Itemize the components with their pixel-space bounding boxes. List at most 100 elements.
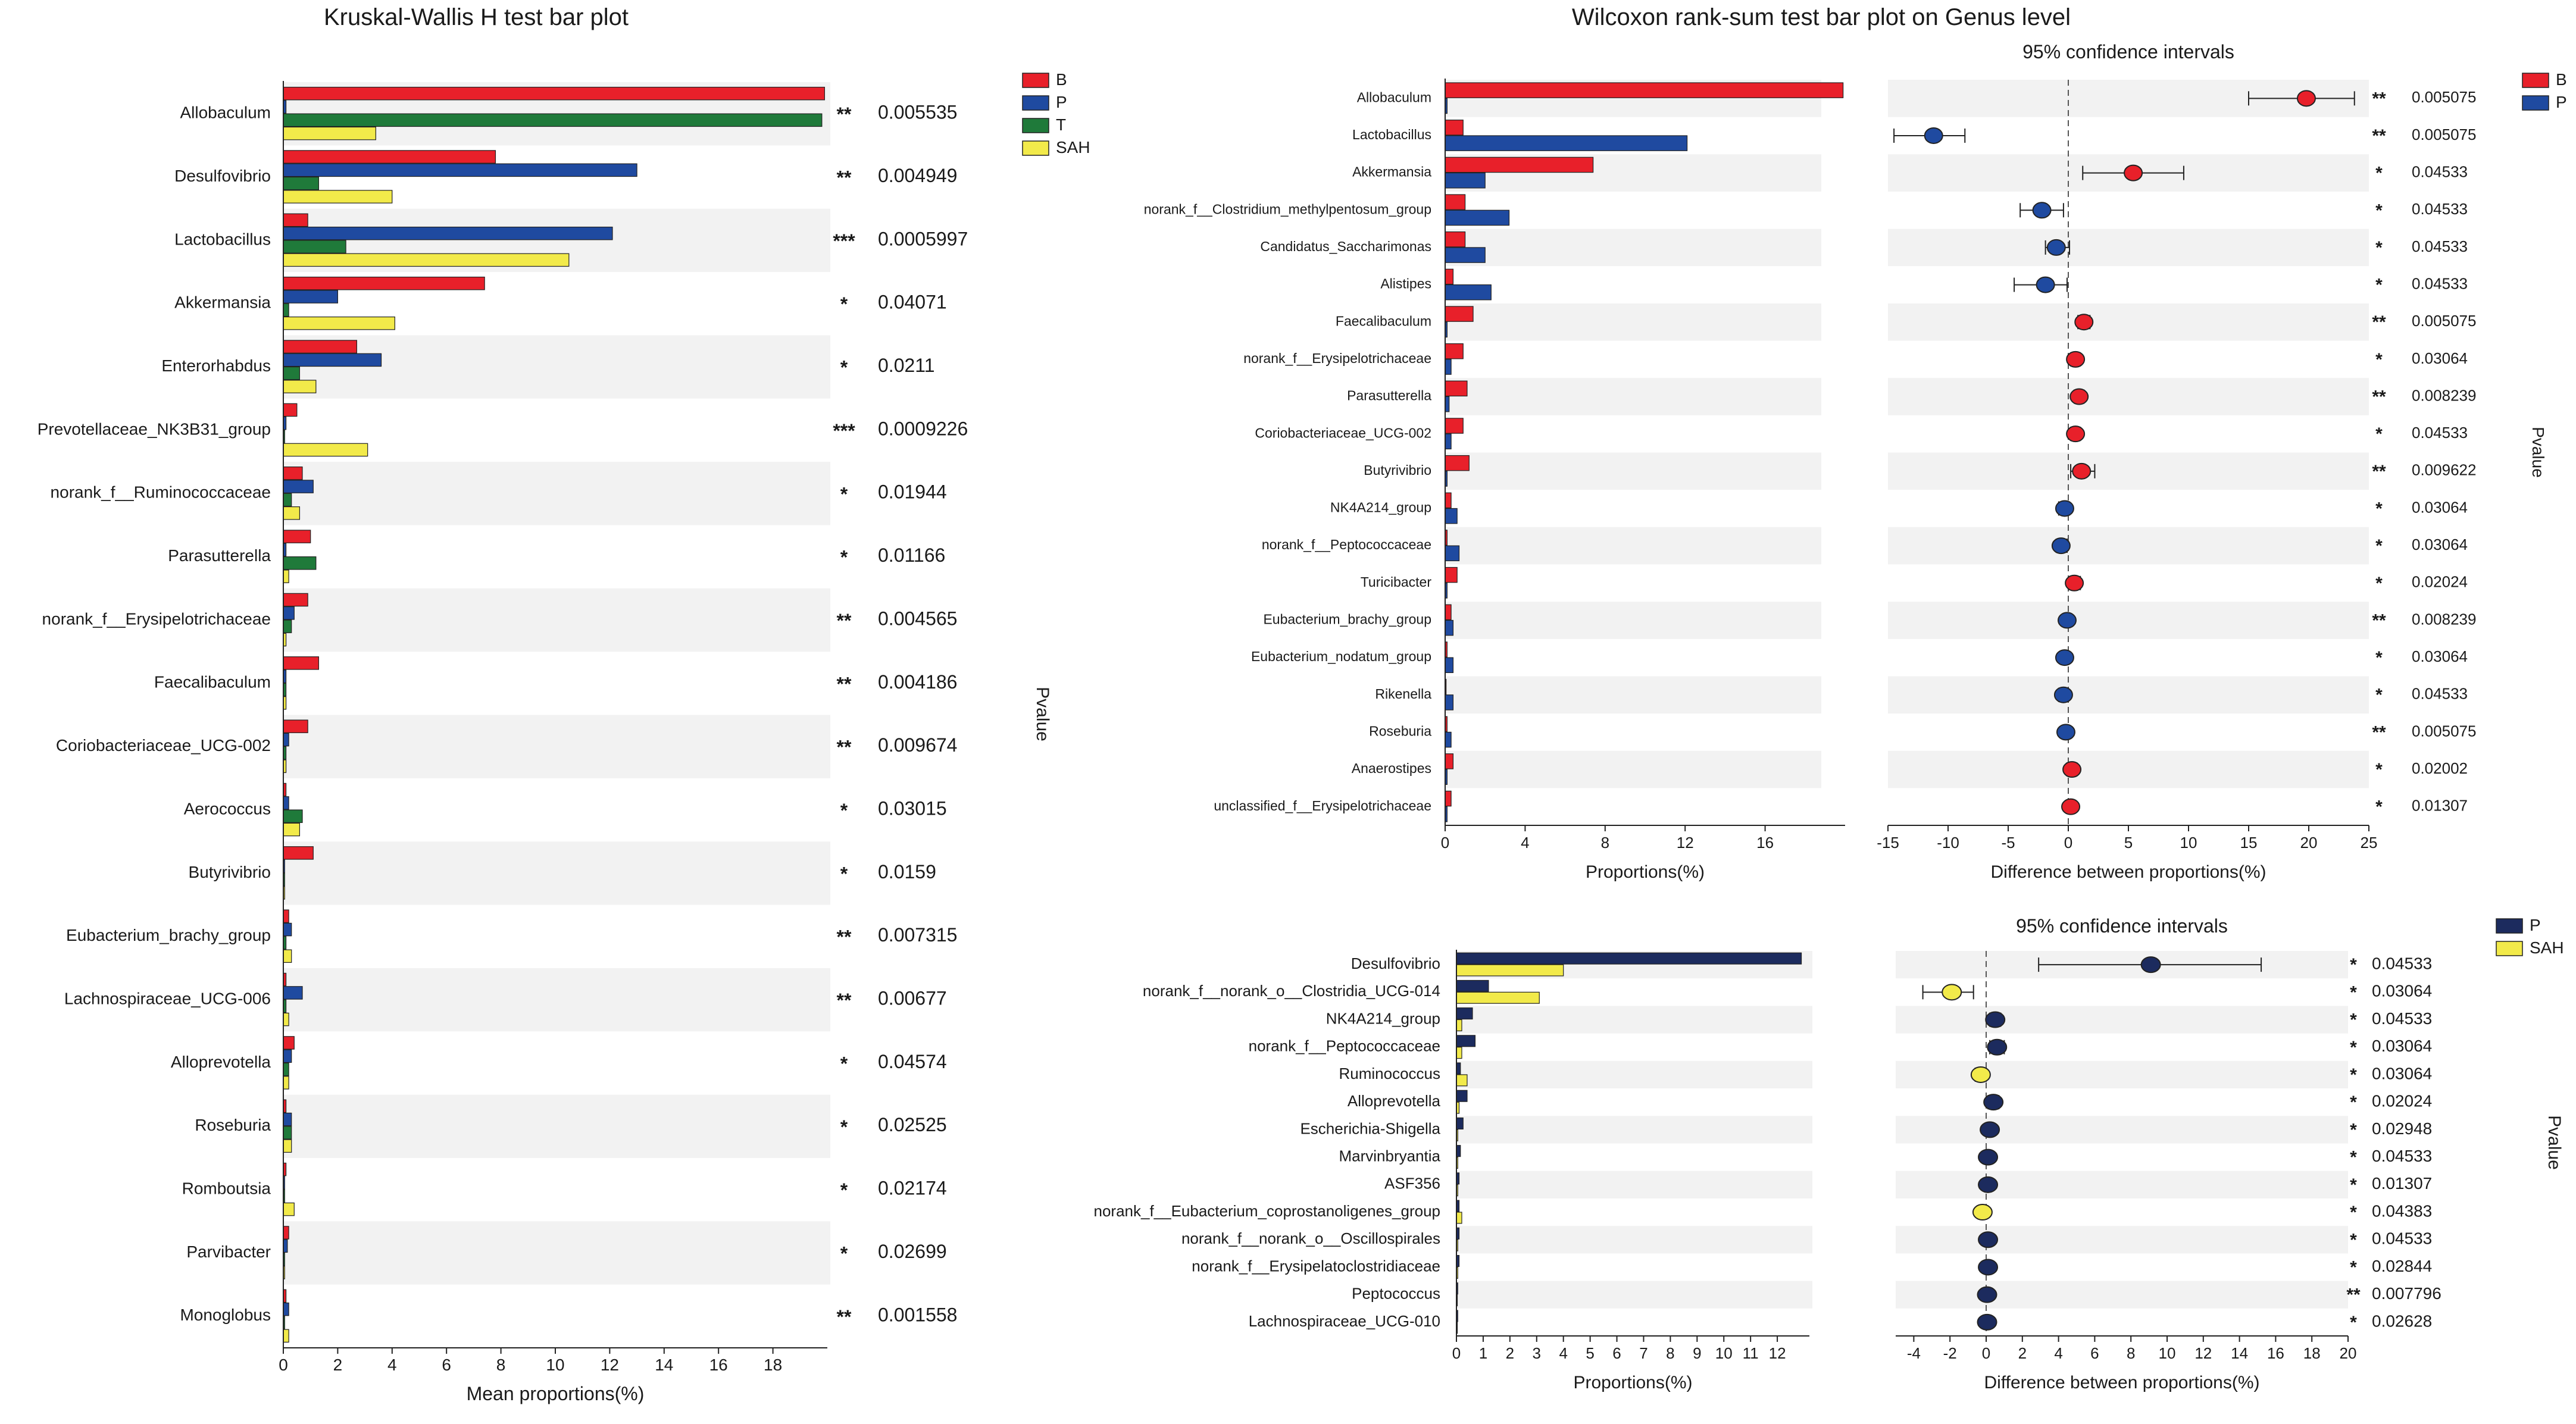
significance-stars: * <box>2350 1065 2357 1085</box>
bar-T <box>283 556 317 570</box>
bar-P <box>283 796 289 810</box>
kruskal-chart: Kruskal-Wallis H test bar plot Allobaculu… <box>37 4 1090 1404</box>
significance-stars: ** <box>837 990 852 1011</box>
ci-x-tick-label: 10 <box>2180 834 2197 852</box>
ci-x-tick-label: 15 <box>2240 834 2258 852</box>
ci-point <box>2055 500 2074 517</box>
category-label: Parvibacter <box>186 1243 271 1261</box>
bar-B <box>1445 268 1454 285</box>
bar-SAH <box>283 1139 292 1153</box>
bar-B <box>1445 343 1464 359</box>
p-value: 0.01307 <box>2372 1174 2432 1193</box>
row-band <box>1896 1226 2348 1254</box>
category-label: Lachnospiraceae_UCG-010 <box>1249 1312 1440 1330</box>
category-label: Turicibacter <box>1361 574 1432 590</box>
bar-SAH <box>283 1076 289 1090</box>
legend-swatch-SAH <box>2496 941 2523 956</box>
ci-x-tick-label: 5 <box>2124 834 2133 852</box>
significance-stars: * <box>840 863 848 884</box>
ci-point <box>2072 462 2092 480</box>
bar-SAH <box>283 569 289 583</box>
bar-SAH <box>283 822 301 837</box>
legend-label-B: B <box>1056 70 1067 89</box>
bar-P <box>283 163 637 177</box>
p-value: 0.02948 <box>2372 1119 2432 1138</box>
category-label: Lactobacillus <box>1352 127 1431 142</box>
ci-x-tick-label: 0 <box>1982 1344 1990 1362</box>
bar-P <box>1445 209 1510 226</box>
row-band <box>1456 1116 1812 1144</box>
p-value: 0.02002 <box>2412 759 2468 777</box>
bar-T <box>283 366 301 380</box>
p-value: 0.02174 <box>878 1178 947 1199</box>
x-tick-label: 1 <box>1479 1344 1487 1362</box>
row-band <box>1456 1060 1812 1089</box>
p-value: 0.005075 <box>2412 722 2476 740</box>
ci-x-tick-label: 25 <box>2361 834 2378 852</box>
x-axis-label: Proportions(%) <box>1586 862 1705 882</box>
p-value: 0.005075 <box>2412 88 2476 106</box>
ci-point <box>2046 239 2066 256</box>
significance-stars: * <box>2350 1148 2357 1168</box>
bar-SAH <box>283 949 292 963</box>
x-tick-label: 8 <box>496 1356 506 1374</box>
p-value: 0.009674 <box>878 734 957 756</box>
significance-stars: * <box>2350 982 2357 1002</box>
significance-stars: * <box>840 1116 848 1138</box>
legend-label-SAH: SAH <box>1056 138 1090 157</box>
category-label: Roseburia <box>195 1116 271 1134</box>
row-band <box>1896 1281 2348 1309</box>
row-band <box>1445 676 1821 714</box>
p-value: 0.001558 <box>878 1304 957 1325</box>
ci-x-tick-label: 8 <box>2127 1344 2135 1362</box>
bar-B <box>283 403 298 417</box>
row-band <box>1896 1006 2348 1034</box>
legend-swatch-P <box>1022 95 1049 111</box>
significance-stars: * <box>840 547 848 568</box>
bar-SAH <box>283 380 317 393</box>
significance-stars: * <box>2375 536 2383 556</box>
category-label: Coriobacteriaceae_UCG-002 <box>56 736 271 755</box>
ci-x-tick-label: 18 <box>2303 1344 2321 1362</box>
significance-stars: * <box>2375 201 2383 220</box>
category-label: Anaerostipes <box>1352 760 1431 776</box>
bar-P <box>1445 359 1452 375</box>
category-label: Romboutsia <box>182 1179 271 1198</box>
bar-P <box>1456 1035 1476 1047</box>
bar-P <box>1445 433 1452 450</box>
legend-label-B: B <box>2556 70 2567 89</box>
row-band <box>1456 1226 1812 1254</box>
category-label: norank_f__Clostridium_methylpentosum_gro… <box>1144 201 1431 217</box>
significance-stars: *** <box>833 420 855 442</box>
row-band <box>1888 229 2369 267</box>
p-value: 0.04383 <box>2372 1201 2432 1220</box>
bar-B <box>1445 455 1470 471</box>
significance-stars: * <box>2375 797 2383 817</box>
significance-stars: ** <box>837 104 852 125</box>
category-label: Eubacterium_brachy_group <box>1263 612 1431 627</box>
bar-T <box>283 303 289 317</box>
row-band <box>1445 527 1821 565</box>
bar-P <box>1456 1090 1468 1102</box>
ci-point <box>1942 984 1962 1001</box>
x-tick-label: 3 <box>1533 1344 1541 1362</box>
significance-stars: ** <box>2372 611 2386 630</box>
row-band <box>1445 303 1821 341</box>
wilcoxon-b-vs-p-chart: Wilcoxon rank-sum test bar plot on Genus… <box>1144 4 2567 882</box>
significance-stars: ** <box>837 673 852 694</box>
bar-SAH <box>283 190 393 204</box>
significance-stars: ** <box>837 610 852 631</box>
ci-point <box>1970 1066 1991 1083</box>
bar-B <box>1445 567 1458 583</box>
category-label: Alistipes <box>1380 276 1431 292</box>
bar-B <box>283 909 289 923</box>
ci-point <box>1924 127 1943 144</box>
p-value: 0.02844 <box>2372 1257 2432 1275</box>
significance-stars: ** <box>2346 1285 2361 1305</box>
ci-x-axis-label: Difference between proportions(%) <box>1984 1373 2259 1392</box>
ci-x-axis-label: Difference between proportions(%) <box>1990 862 2266 882</box>
bar-B <box>283 530 311 543</box>
bar-P <box>1445 173 1486 189</box>
legend-label-SAH: SAH <box>2530 938 2564 957</box>
x-tick-label: 4 <box>387 1356 397 1374</box>
